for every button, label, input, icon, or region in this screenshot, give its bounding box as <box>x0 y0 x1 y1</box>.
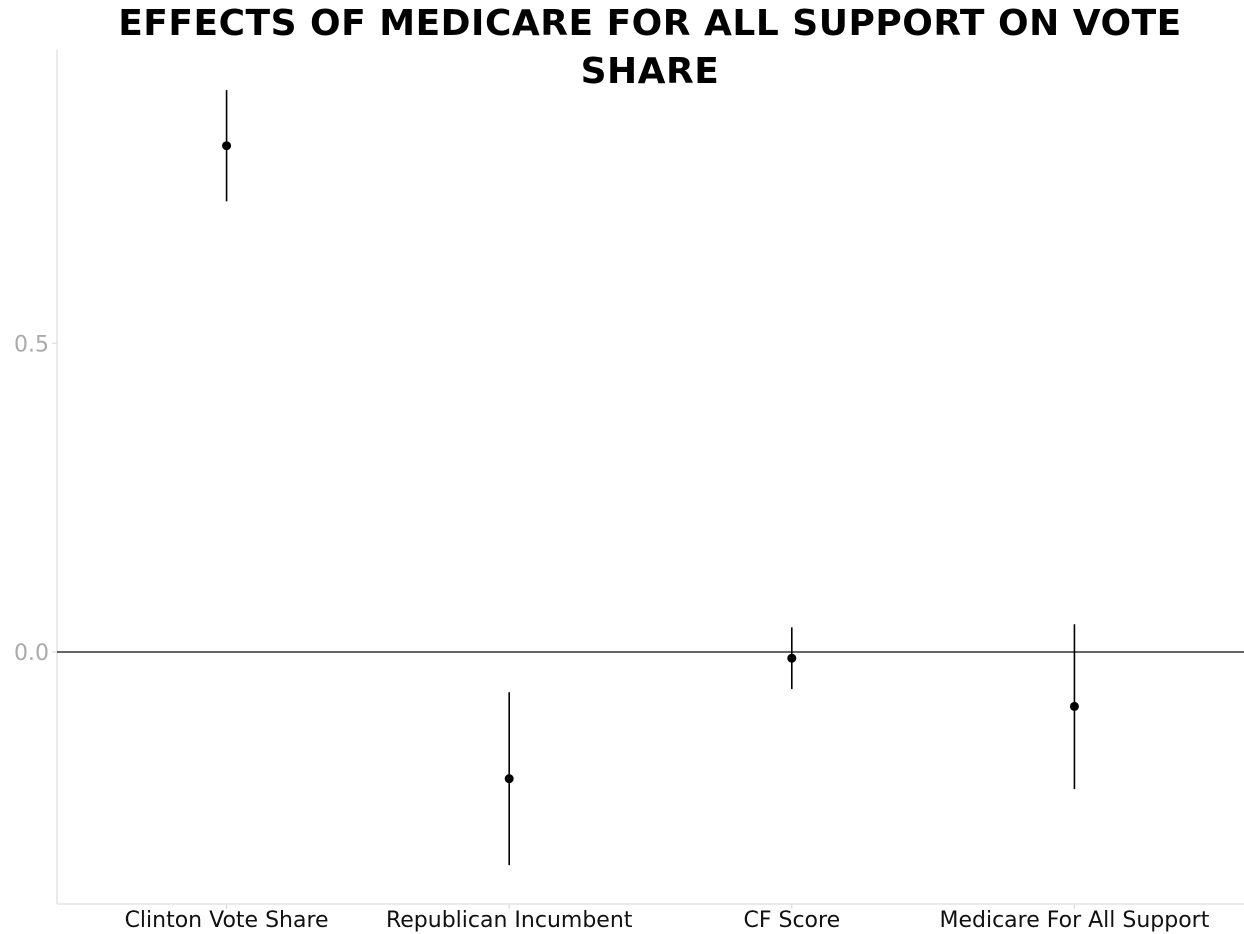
y-tick-label: 0.5 <box>14 332 49 357</box>
y-tick-label: 0.0 <box>14 641 49 666</box>
x-tick-label: Clinton Vote Share <box>125 908 329 933</box>
estimate-marks <box>222 90 1079 866</box>
y-axis-ticks: 0.0 0.5 <box>14 332 57 666</box>
point-estimate <box>504 774 514 784</box>
x-axis-ticks: Clinton Vote Share Republican Incumbent CF… <box>125 904 1210 933</box>
x-tick-label: Republican Incumbent <box>386 908 633 933</box>
x-tick-label: Medicare For All Support <box>939 908 1209 933</box>
chart-title: EFFECTS OF MEDICARE FOR ALL SUPPORT ON V… <box>118 3 1182 92</box>
point-estimate <box>222 141 232 151</box>
point-estimate <box>1069 701 1079 711</box>
x-tick-label: CF Score <box>743 908 840 933</box>
point-estimate <box>787 653 797 663</box>
